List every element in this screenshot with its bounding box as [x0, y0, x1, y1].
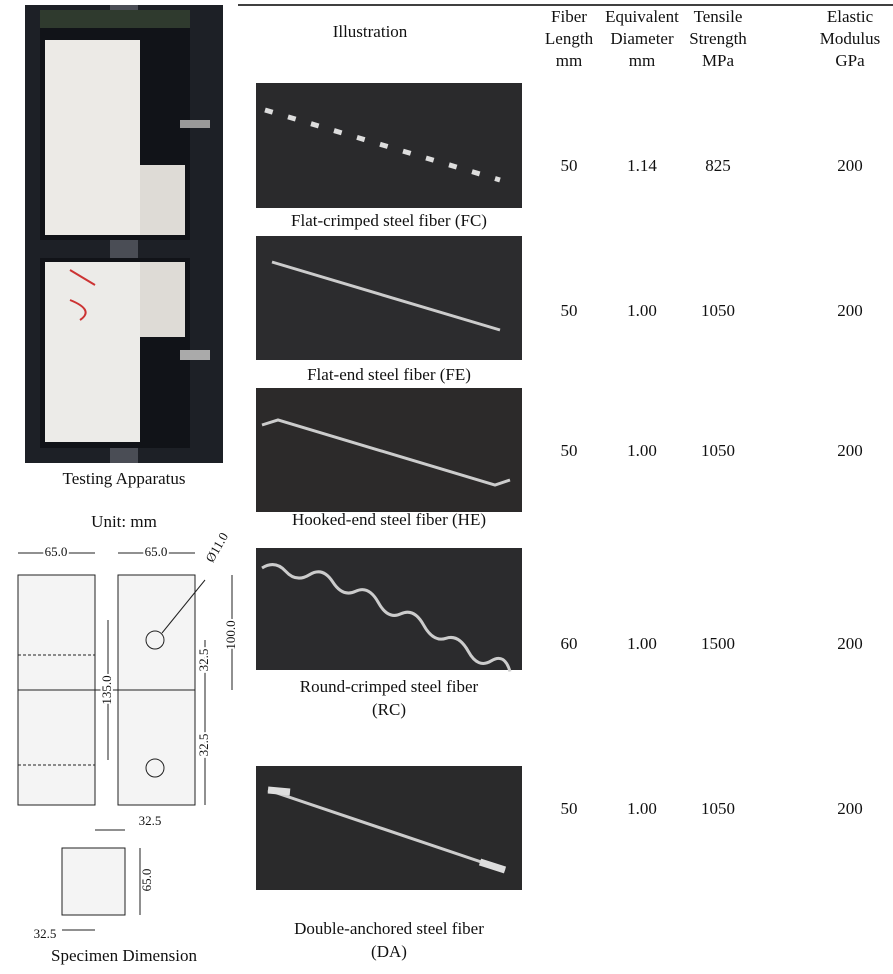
table-cell: 1.00 [627, 441, 657, 460]
table-cell: 200 [837, 301, 863, 320]
table-cell: 1050 [701, 441, 735, 460]
table-cell: 50 [561, 156, 578, 175]
fiber-photos [256, 83, 522, 890]
header-cell: Tensile [694, 7, 743, 26]
dimension-label: 32.5 [196, 734, 211, 757]
table-cell: 50 [561, 799, 578, 818]
fiber-caption: (DA) [371, 942, 407, 961]
table-cell: 50 [561, 301, 578, 320]
dimension-label: 65.0 [145, 544, 168, 559]
unit-label: Unit: mm [91, 512, 157, 531]
table-cell: 1.00 [627, 799, 657, 818]
table-cell: 1050 [701, 799, 735, 818]
table-cell: 200 [837, 441, 863, 460]
fiber-caption: Flat-end steel fiber (FE) [307, 365, 471, 384]
table-cell: 60 [561, 634, 578, 653]
header-cell: Diameter [610, 29, 674, 48]
fiber-caption: Round-crimped steel fiber [300, 677, 479, 696]
photo-caption: Testing Apparatus [63, 469, 186, 488]
table-cell: 825 [705, 156, 731, 175]
header-cell: MPa [702, 51, 735, 70]
dimension-label: 32.5 [34, 926, 57, 941]
header-cell: Elastic [827, 7, 874, 26]
dimension-label: 135.0 [99, 675, 114, 704]
header-cell: GPa [835, 51, 865, 70]
header-cell: Modulus [820, 29, 880, 48]
table-cell: 1500 [701, 634, 735, 653]
table-cell: 1.00 [627, 634, 657, 653]
dimension-label: 65.0 [45, 544, 68, 559]
specimen-drawing [17, 552, 233, 931]
fiber-caption: Flat-crimped steel fiber (FC) [291, 211, 487, 230]
fiber-caption: Double-anchored steel fiber [294, 919, 484, 938]
dimension-label: Ø11.0 [202, 530, 231, 565]
table-cell: 50 [561, 441, 578, 460]
header-cell: Equivalent [605, 7, 679, 26]
table-cell: 1.14 [627, 156, 657, 175]
table-cell: 200 [837, 799, 863, 818]
table-cell: 1050 [701, 301, 735, 320]
apparatus-photo [25, 5, 223, 463]
dimension-label: 100.0 [223, 620, 238, 649]
dimension-label: 32.5 [139, 813, 162, 828]
table-cell: 200 [837, 156, 863, 175]
table-cell: 200 [837, 634, 863, 653]
dimension-label: 65.0 [139, 869, 154, 892]
header-cell: mm [629, 51, 655, 70]
dimension-label: 32.5 [196, 649, 211, 672]
fiber-caption: (RC) [372, 700, 406, 719]
fiber-caption: Hooked-end steel fiber (HE) [292, 510, 486, 529]
header-cell: Illustration [333, 22, 408, 41]
drawing-caption: Specimen Dimension [51, 946, 197, 965]
header-cell: Fiber [551, 7, 587, 26]
header-cell: Strength [689, 29, 747, 48]
header-cell: Length [545, 29, 594, 48]
header-cell: mm [556, 51, 582, 70]
table-cell: 1.00 [627, 301, 657, 320]
